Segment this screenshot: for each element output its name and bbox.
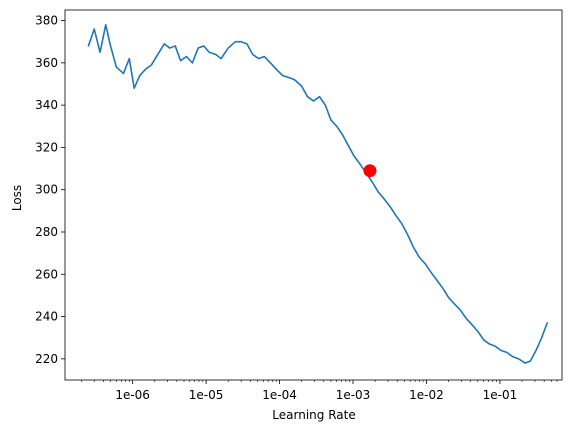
plot-area <box>87 24 548 364</box>
loss-series-line <box>87 24 548 364</box>
x-tick-label: 1e-03 <box>336 388 371 402</box>
x-tick-label: 1e-01 <box>483 388 518 402</box>
x-axis-label: Learning Rate <box>272 408 355 422</box>
suggested-lr-marker <box>363 164 377 178</box>
axes-frame <box>64 9 563 381</box>
y-tick-label: 360 <box>35 56 58 70</box>
y-tick-label: 260 <box>35 267 58 281</box>
y-tick-label: 340 <box>35 98 58 112</box>
x-tick-label: 1e-06 <box>115 388 150 402</box>
y-tick-label: 320 <box>35 140 58 154</box>
x-tick-label: 1e-05 <box>189 388 224 402</box>
x-tick-label: 1e-02 <box>409 388 444 402</box>
x-axis: 1e-06 1e-05 1e-04 1e-03 1e-02 1e-01 <box>80 380 558 402</box>
x-tick-label: 1e-04 <box>262 388 297 402</box>
y-tick-label: 280 <box>35 225 58 239</box>
y-tick-label: 380 <box>35 14 58 28</box>
y-tick-label: 220 <box>35 352 58 366</box>
y-axis-label: Loss <box>10 185 24 211</box>
y-tick-label: 300 <box>35 183 58 197</box>
y-tick-label: 240 <box>35 310 58 324</box>
y-axis: 220 240 260 280 300 320 340 360 380 <box>35 14 65 366</box>
